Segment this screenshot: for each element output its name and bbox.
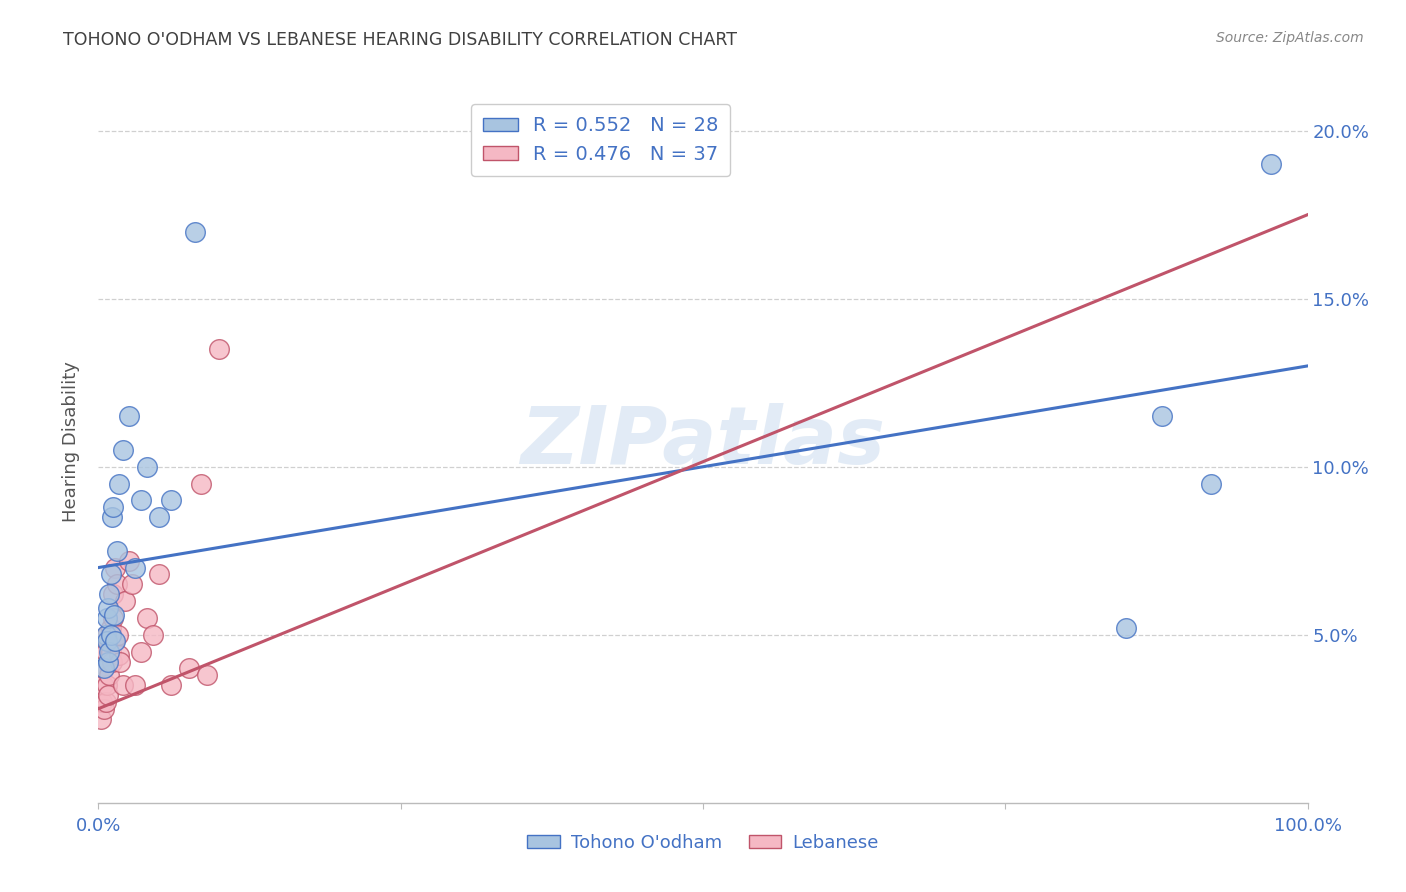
Point	[94, 644, 117, 658]
Point	[179, 661, 201, 675]
Text: Source: ZipAtlas.com: Source: ZipAtlas.com	[1216, 31, 1364, 45]
Point	[1260, 157, 1282, 171]
Point	[97, 655, 120, 669]
Text: TOHONO O'ODHAM VS LEBANESE HEARING DISABILITY CORRELATION CHART: TOHONO O'ODHAM VS LEBANESE HEARING DISAB…	[63, 31, 737, 49]
Point	[114, 594, 136, 608]
Point	[91, 678, 114, 692]
Point	[101, 500, 124, 514]
Point	[93, 661, 115, 675]
Point	[105, 543, 128, 558]
Point	[135, 459, 157, 474]
Point	[118, 554, 141, 568]
Point	[108, 655, 131, 669]
Point	[93, 661, 115, 675]
Point	[100, 655, 122, 669]
Point	[97, 688, 120, 702]
Point	[111, 678, 134, 692]
Point	[97, 600, 120, 615]
Legend: Tohono O'odham, Lebanese: Tohono O'odham, Lebanese	[520, 826, 886, 859]
Point	[160, 493, 183, 508]
Point	[135, 611, 157, 625]
Point	[103, 607, 125, 622]
Point	[1115, 621, 1137, 635]
Point	[96, 634, 118, 648]
Point	[100, 644, 122, 658]
Point	[90, 712, 112, 726]
Point	[98, 644, 121, 658]
Point	[96, 611, 118, 625]
Point	[100, 567, 122, 582]
Point	[101, 611, 124, 625]
Point	[129, 493, 152, 508]
Point	[121, 577, 143, 591]
Point	[108, 476, 131, 491]
Point	[160, 678, 183, 692]
Point	[98, 587, 121, 601]
Point	[100, 510, 122, 524]
Point	[100, 628, 122, 642]
Point	[103, 634, 125, 648]
Point	[105, 577, 128, 591]
Point	[129, 644, 152, 658]
Text: ZIPatlas: ZIPatlas	[520, 402, 886, 481]
Point	[94, 628, 117, 642]
Point	[96, 628, 118, 642]
Point	[94, 695, 117, 709]
Point	[1152, 409, 1174, 424]
Point	[124, 678, 146, 692]
Point	[104, 560, 127, 574]
Point	[190, 476, 212, 491]
Point	[1199, 476, 1222, 491]
Point	[148, 510, 170, 524]
Point	[108, 648, 131, 662]
Point	[195, 668, 218, 682]
Point	[96, 678, 118, 692]
Point	[184, 225, 207, 239]
Point	[142, 628, 165, 642]
Point	[111, 442, 134, 457]
Point	[124, 560, 146, 574]
Point	[97, 634, 120, 648]
Point	[148, 567, 170, 582]
Y-axis label: Hearing Disability: Hearing Disability	[62, 361, 80, 522]
Point	[107, 628, 129, 642]
Point	[91, 695, 114, 709]
Point	[118, 409, 141, 424]
Point	[104, 634, 127, 648]
Point	[93, 702, 115, 716]
Point	[100, 621, 122, 635]
Point	[101, 587, 124, 601]
Point	[208, 342, 231, 356]
Point	[98, 668, 121, 682]
